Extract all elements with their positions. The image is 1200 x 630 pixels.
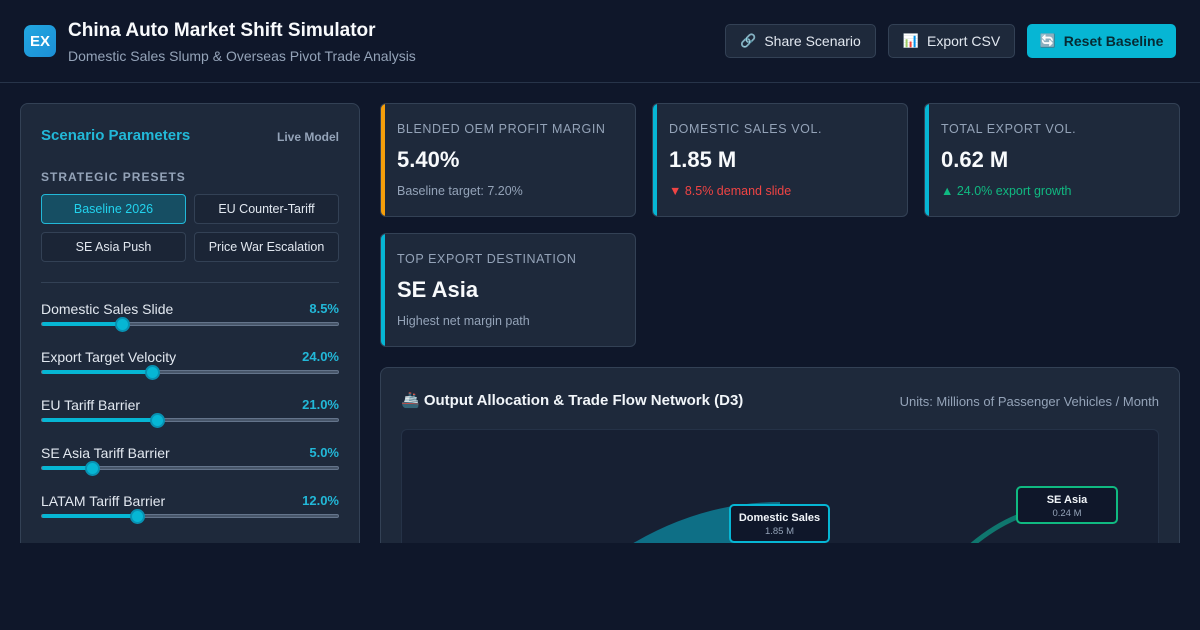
slider-thumb[interactable] <box>129 509 145 524</box>
slider-value: 12.0% <box>302 493 339 508</box>
slider-label: Domestic Sales Slide <box>41 301 174 317</box>
slider-fill <box>42 418 158 422</box>
app-header: EX China Auto Market Shift Simulator Dom… <box>0 0 1200 83</box>
preset-price-war-escalation[interactable]: Price War Escalation <box>194 232 339 262</box>
kpi-accent-bar <box>653 104 657 216</box>
kpi-label: BLENDED OEM PROFIT MARGIN <box>397 122 606 136</box>
slider-fill <box>42 466 93 470</box>
presets-label: STRATEGIC PRESETS <box>41 170 186 184</box>
share-scenario-label: Share Scenario <box>764 33 861 49</box>
kpi-total-export-vol: TOTAL EXPORT VOL. 0.62 M ▲ 24.0% export … <box>924 103 1180 217</box>
kpi-accent-bar <box>381 104 385 216</box>
divider <box>41 282 339 283</box>
preset-baseline-2026[interactable]: Baseline 2026 <box>41 194 186 224</box>
kpi-value: 0.62 M <box>941 147 1009 172</box>
node-name: SE Asia <box>1046 494 1088 506</box>
app-title: China Auto Market Shift Simulator <box>68 20 376 41</box>
node-domestic-sales[interactable]: Domestic Sales 1.85 M <box>729 504 830 543</box>
slider-track[interactable] <box>41 365 339 380</box>
page-background-bottom <box>0 543 1200 630</box>
kpi-accent-bar <box>381 234 385 346</box>
slider-value: 21.0% <box>302 397 339 412</box>
node-value: 1.85 M <box>764 526 795 537</box>
network-units: Units: Millions of Passenger Vehicles / … <box>899 394 1159 409</box>
kpi-top-export-destination: TOP EXPORT DESTINATION SE Asia Highest n… <box>380 233 636 347</box>
bar-chart-icon: 📊 <box>902 33 920 48</box>
slider-thumb[interactable] <box>144 365 160 380</box>
network-title: 🚢 Output Allocation & Trade Flow Network… <box>401 392 744 409</box>
slider-label: LATAM Tariff Barrier <box>41 493 166 509</box>
node-se-asia[interactable]: SE Asia 0.24 M <box>1016 486 1118 524</box>
panel-title: Scenario Parameters <box>41 127 191 144</box>
kpi-label: TOP EXPORT DESTINATION <box>397 252 577 266</box>
slider-track[interactable] <box>41 317 339 332</box>
kpi-blended-oem-profit-margin: BLENDED OEM PROFIT MARGIN 5.40% Baseline… <box>380 103 636 217</box>
slider-latam-tariff-barrier: LATAM Tariff Barrier 12.0% <box>41 493 339 533</box>
slider-label: SE Asia Tariff Barrier <box>41 445 170 461</box>
slider-fill <box>42 514 137 518</box>
slider-eu-tariff-barrier: EU Tariff Barrier 21.0% <box>41 397 339 437</box>
node-name: Domestic Sales <box>738 512 821 524</box>
slider-value: 5.0% <box>309 445 339 460</box>
slider-export-target-velocity: Export Target Velocity 24.0% <box>41 349 339 389</box>
slider-value: 8.5% <box>309 301 339 316</box>
kpi-value: 1.85 M <box>669 147 737 172</box>
slider-track[interactable] <box>41 413 339 428</box>
slider-thumb[interactable] <box>150 413 166 428</box>
kpi-subtext: ▲ 24.0% export growth <box>941 184 1072 198</box>
slider-value: 24.0% <box>302 349 339 364</box>
slider-domestic-sales-slide: Domestic Sales Slide 8.5% <box>41 301 339 341</box>
slider-se-asia-tariff-barrier: SE Asia Tariff Barrier 5.0% <box>41 445 339 485</box>
scenario-parameters-panel: Scenario Parameters Live Model STRATEGIC… <box>20 103 360 563</box>
kpi-subtext: ▼ 8.5% demand slide <box>669 184 792 198</box>
slider-label: Export Target Velocity <box>41 349 177 365</box>
live-model-badge: Live Model <box>276 130 339 144</box>
preset-eu-counter-tariff[interactable]: EU Counter-Tariff <box>194 194 339 224</box>
kpi-label: TOTAL EXPORT VOL. <box>941 122 1077 136</box>
kpi-accent-bar <box>925 104 929 216</box>
kpi-domestic-sales-vol: DOMESTIC SALES VOL. 1.85 M ▼ 8.5% demand… <box>652 103 908 217</box>
preset-se-asia-push[interactable]: SE Asia Push <box>41 232 186 262</box>
app-subtitle: Domestic Sales Slump & Overseas Pivot Tr… <box>68 48 416 64</box>
kpi-value: 5.40% <box>397 147 460 172</box>
slider-thumb[interactable] <box>85 461 101 476</box>
slider-thumb[interactable] <box>114 317 130 332</box>
export-csv-label: Export CSV <box>927 33 1001 49</box>
kpi-subtext: Highest net margin path <box>397 314 530 328</box>
slider-track[interactable] <box>41 509 339 524</box>
node-value: 0.24 M <box>1052 508 1082 519</box>
kpi-subtext: Baseline target: 7.20% <box>397 184 523 198</box>
kpi-value: SE Asia <box>397 277 479 302</box>
slider-label: EU Tariff Barrier <box>41 397 141 413</box>
kpi-label: DOMESTIC SALES VOL. <box>669 122 823 136</box>
refresh-icon: 🔄 <box>1039 33 1056 48</box>
trade-flow-network-panel: 🚢 Output Allocation & Trade Flow Network… <box>380 367 1180 567</box>
slider-fill <box>42 370 152 374</box>
reset-baseline-button[interactable]: 🔄 Reset Baseline <box>1027 24 1176 58</box>
reset-baseline-label: Reset Baseline <box>1063 33 1164 49</box>
slider-track[interactable] <box>41 461 339 476</box>
app-logo: EX <box>24 25 56 57</box>
link-icon: 🔗 <box>740 33 757 48</box>
export-csv-button[interactable]: 📊 Export CSV <box>888 24 1015 58</box>
slider-fill <box>42 322 122 326</box>
share-scenario-button[interactable]: 🔗 Share Scenario <box>725 24 876 58</box>
